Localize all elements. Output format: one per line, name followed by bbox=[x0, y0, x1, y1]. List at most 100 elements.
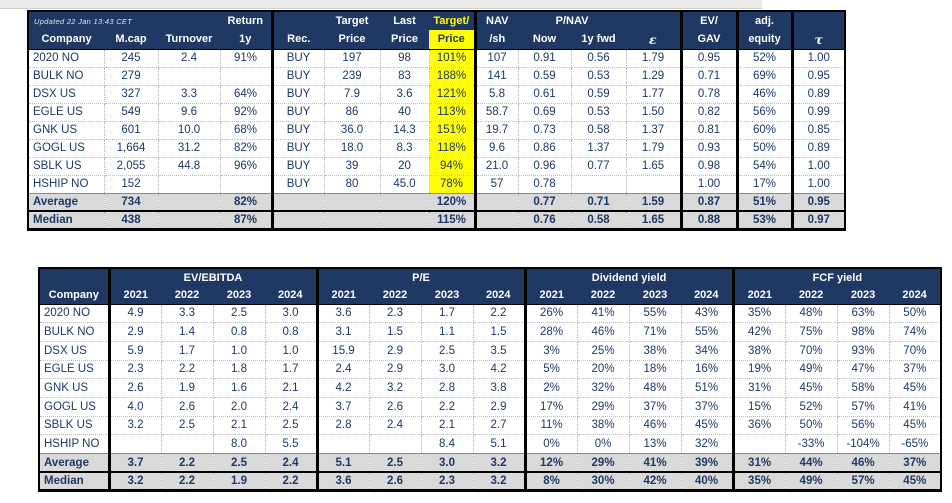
cell-eps[interactable]: 1.50 bbox=[626, 103, 683, 122]
cell-div-2024[interactable]: 51% bbox=[681, 378, 735, 398]
cell-pe-2021[interactable]: 3.6 bbox=[317, 471, 370, 492]
cell-ev-2021[interactable]: 3.7 bbox=[109, 453, 162, 473]
cell-fcf-2024[interactable]: 37% bbox=[889, 360, 942, 380]
cell-pe-2022[interactable]: 2.4 bbox=[369, 416, 422, 436]
cell-div-2023[interactable]: 46% bbox=[629, 416, 682, 436]
cell-div-2021[interactable]: 28% bbox=[525, 322, 578, 342]
cell-pe-2023[interactable]: 2.2 bbox=[421, 397, 474, 417]
cell-div-2023[interactable]: 18% bbox=[629, 360, 682, 380]
cell-mcap[interactable]: 152 bbox=[104, 175, 159, 194]
cell-company[interactable]: SBLK US bbox=[39, 416, 111, 436]
cell-ret[interactable] bbox=[220, 175, 274, 194]
cell-div-2022[interactable]: 46% bbox=[577, 322, 630, 342]
cell-ev[interactable]: 0.71 bbox=[681, 67, 739, 86]
cell-company[interactable]: GOGL US bbox=[28, 139, 105, 158]
cell-rec[interactable]: BUY bbox=[272, 139, 325, 158]
cell-turnover[interactable]: 2.4 bbox=[158, 49, 221, 68]
cell-pe-2022[interactable]: 2.3 bbox=[369, 304, 422, 324]
cell-rec[interactable]: BUY bbox=[272, 103, 325, 122]
cell-ev-2022[interactable]: 1.7 bbox=[161, 341, 214, 361]
cell-ev-2023[interactable]: 8.0 bbox=[213, 434, 266, 454]
cell-div-2021[interactable]: 26% bbox=[525, 304, 578, 324]
cell-last[interactable]: 8.3 bbox=[380, 139, 430, 158]
cell-tp[interactable]: 113% bbox=[429, 103, 477, 122]
cell-pe-2021[interactable]: 3.1 bbox=[317, 322, 370, 342]
cell-fcf-2021[interactable]: 15% bbox=[733, 397, 786, 417]
cell-rec[interactable]: BUY bbox=[272, 49, 325, 68]
cell-rec[interactable] bbox=[272, 210, 325, 230]
cell-fcf-2023[interactable]: 57% bbox=[837, 397, 890, 417]
cell-pe-2024[interactable]: 2.2 bbox=[473, 304, 527, 324]
cell-div-2022[interactable]: 25% bbox=[577, 341, 630, 361]
cell-fcf-2024[interactable]: 70% bbox=[889, 341, 942, 361]
cell-last[interactable]: 20 bbox=[380, 157, 430, 176]
cell-tau[interactable]: 0.97 bbox=[792, 210, 846, 230]
cell-company[interactable]: Average bbox=[39, 453, 111, 473]
cell-pe-2021[interactable]: 5.1 bbox=[317, 453, 370, 473]
cell-ev-2022[interactable]: 1.4 bbox=[161, 322, 214, 342]
cell-adj[interactable]: 46% bbox=[737, 85, 794, 104]
cell-ev-2023[interactable]: 1.0 bbox=[213, 341, 266, 361]
cell-ret[interactable]: 68% bbox=[220, 121, 274, 140]
cell-turnover[interactable]: 44.8 bbox=[158, 157, 221, 176]
cell-div-2022[interactable]: 32% bbox=[577, 378, 630, 398]
cell-fcf-2021[interactable] bbox=[733, 434, 786, 454]
cell-company[interactable]: GOGL US bbox=[39, 397, 111, 417]
cell-pe-2023[interactable]: 2.8 bbox=[421, 378, 474, 398]
cell-ev-2023[interactable]: 1.6 bbox=[213, 378, 266, 398]
cell-adj[interactable]: 54% bbox=[737, 157, 794, 176]
cell-pe-2022[interactable]: 1.5 bbox=[369, 322, 422, 342]
cell-fcf-2023[interactable]: 47% bbox=[837, 360, 890, 380]
cell-div-2023[interactable]: 13% bbox=[629, 434, 682, 454]
cell-mcap[interactable]: 1,664 bbox=[104, 139, 159, 158]
cell-pe-2023[interactable]: 1.7 bbox=[421, 304, 474, 324]
cell-ret[interactable]: 91% bbox=[220, 49, 274, 68]
cell-div-2024[interactable]: 43% bbox=[681, 304, 735, 324]
cell-div-2021[interactable]: 12% bbox=[525, 453, 578, 473]
cell-fcf-2022[interactable]: -33% bbox=[785, 434, 838, 454]
cell-mcap[interactable]: 734 bbox=[104, 192, 159, 212]
cell-eps[interactable]: 1.77 bbox=[626, 85, 683, 104]
cell-company[interactable]: BULK NO bbox=[39, 322, 111, 342]
cell-pe-2023[interactable]: 3.0 bbox=[421, 360, 474, 380]
cell-ev[interactable]: 0.81 bbox=[681, 121, 739, 140]
cell-eps[interactable] bbox=[626, 175, 683, 194]
cell-fcf-2023[interactable]: 56% bbox=[837, 416, 890, 436]
cell-last[interactable] bbox=[380, 192, 430, 212]
cell-fwd[interactable]: 0.77 bbox=[571, 157, 627, 176]
cell-adj[interactable]: 60% bbox=[737, 121, 794, 140]
cell-eps[interactable]: 1.65 bbox=[626, 157, 683, 176]
cell-pe-2022[interactable]: 3.2 bbox=[369, 378, 422, 398]
cell-fcf-2022[interactable]: 75% bbox=[785, 322, 838, 342]
cell-div-2023[interactable]: 42% bbox=[629, 471, 682, 492]
cell-fcf-2021[interactable]: 31% bbox=[733, 378, 786, 398]
cell-fwd[interactable]: 0.71 bbox=[571, 192, 627, 212]
cell-div-2024[interactable]: 40% bbox=[681, 471, 735, 492]
cell-now[interactable]: 0.59 bbox=[518, 67, 572, 86]
cell-company[interactable]: HSHIP NO bbox=[28, 175, 105, 194]
cell-last[interactable]: 45.0 bbox=[380, 175, 430, 194]
cell-div-2022[interactable]: 29% bbox=[577, 397, 630, 417]
cell-ret[interactable] bbox=[220, 67, 274, 86]
cell-fcf-2022[interactable]: 50% bbox=[785, 416, 838, 436]
cell-adj[interactable]: 50% bbox=[737, 139, 794, 158]
cell-last[interactable]: 83 bbox=[380, 67, 430, 86]
cell-ev-2023[interactable]: 1.9 bbox=[213, 471, 266, 492]
cell-pe-2021[interactable]: 2.4 bbox=[317, 360, 370, 380]
cell-adj[interactable]: 52% bbox=[737, 49, 794, 68]
cell-div-2021[interactable]: 3% bbox=[525, 341, 578, 361]
cell-div-2021[interactable]: 2% bbox=[525, 378, 578, 398]
cell-rec[interactable]: BUY bbox=[272, 175, 325, 194]
cell-fcf-2021[interactable]: 36% bbox=[733, 416, 786, 436]
cell-fcf-2023[interactable]: -104% bbox=[837, 434, 890, 454]
cell-eps[interactable]: 1.59 bbox=[626, 192, 683, 212]
cell-ev-2023[interactable]: 2.0 bbox=[213, 397, 266, 417]
cell-ev-2022[interactable]: 1.9 bbox=[161, 378, 214, 398]
cell-div-2021[interactable]: 17% bbox=[525, 397, 578, 417]
cell-adj[interactable]: 51% bbox=[737, 192, 794, 212]
cell-ev[interactable]: 0.82 bbox=[681, 103, 739, 122]
cell-fcf-2022[interactable]: 48% bbox=[785, 304, 838, 324]
cell-eps[interactable]: 1.37 bbox=[626, 121, 683, 140]
cell-pe-2021[interactable]: 3.7 bbox=[317, 397, 370, 417]
cell-nav[interactable]: 19.7 bbox=[475, 121, 519, 140]
